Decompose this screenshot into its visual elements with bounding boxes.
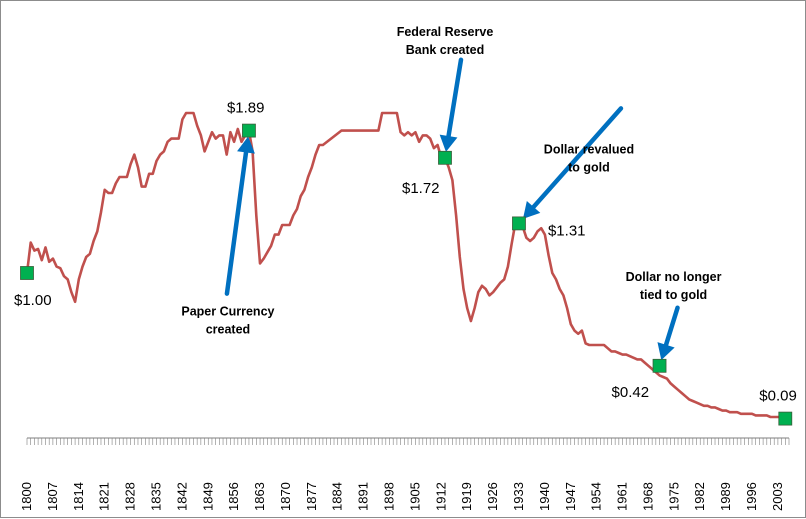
- x-tick-label: 1919: [459, 482, 474, 511]
- x-tick-label: 1975: [666, 482, 681, 511]
- series-line: [25, 111, 786, 420]
- x-tick-label: 2003: [770, 482, 785, 511]
- annotation-arrow: [522, 106, 624, 219]
- data-marker: [652, 358, 667, 373]
- annotation-label: Dollar no longer tied to gold: [626, 270, 722, 302]
- x-tick-label: 1968: [640, 482, 655, 511]
- annotation-labels: Paper Currency created Federal Reserve Bank…: [181, 25, 721, 337]
- x-axis-tick-labels: 1800 1807 1814 1821 1828 1835 1842 1849 1856 1863…: [19, 482, 785, 511]
- value-labels: $1.00 $1.89 $1.72 $1.31 $0.42 $0.09: [14, 100, 797, 405]
- value-label: $1.00: [14, 292, 52, 309]
- x-tick-label: 1898: [382, 482, 397, 511]
- x-tick-label: 1961: [615, 482, 630, 511]
- x-tick-label: 1800: [19, 482, 34, 511]
- data-marker: [438, 150, 452, 165]
- x-tick-label: 1954: [589, 482, 604, 511]
- data-markers: [20, 123, 793, 426]
- annotation-arrow: [657, 305, 680, 361]
- value-label: $1.72: [402, 180, 440, 197]
- x-tick-label: 1940: [537, 482, 552, 511]
- annotation-arrow: [224, 136, 255, 296]
- x-tick-label: 1891: [356, 482, 371, 511]
- value-label: $1.89: [227, 100, 265, 117]
- x-tick-label: 1807: [45, 482, 60, 511]
- value-label: $1.31: [548, 222, 586, 239]
- annotation-arrow: [439, 57, 464, 152]
- annotation-arrows: [224, 57, 680, 361]
- x-axis-minor-ticks: [26, 438, 790, 445]
- data-marker: [778, 411, 793, 426]
- x-tick-label: 1905: [407, 482, 422, 511]
- x-tick-label: 1835: [148, 482, 163, 511]
- x-tick-label: 1912: [433, 482, 448, 511]
- annotation-label: Federal Reserve Bank created: [397, 25, 494, 57]
- x-tick-label: 1989: [718, 482, 733, 511]
- x-tick-label: 1849: [200, 482, 215, 511]
- x-tick-label: 1821: [97, 482, 112, 511]
- data-marker: [512, 216, 526, 231]
- x-tick-label: 1933: [511, 482, 526, 511]
- x-tick-label: 1856: [226, 482, 241, 511]
- x-tick-label: 1884: [330, 482, 345, 511]
- x-tick-label: 1814: [71, 482, 86, 511]
- value-label: $0.42: [612, 384, 650, 401]
- x-tick-label: 1926: [485, 482, 500, 511]
- x-tick-label: 1863: [252, 482, 267, 511]
- data-marker: [20, 266, 34, 280]
- x-tick-label: 1982: [692, 482, 707, 511]
- annotation-label: Dollar revalued to gold: [544, 142, 634, 174]
- x-tick-label: 1947: [563, 482, 578, 511]
- annotation-label: Paper Currency created: [181, 305, 274, 337]
- x-tick-label: 1877: [304, 482, 319, 511]
- value-label: $0.09: [759, 388, 797, 405]
- x-tick-label: 1996: [744, 482, 759, 511]
- data-marker: [242, 123, 256, 138]
- x-tick-label: 1870: [278, 482, 293, 511]
- x-tick-label: 1828: [123, 482, 138, 511]
- x-tick-label: 1842: [174, 482, 189, 511]
